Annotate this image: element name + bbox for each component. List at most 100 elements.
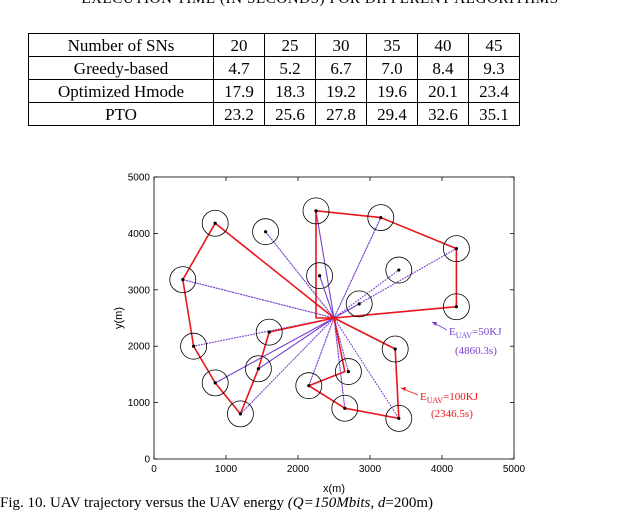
- table-cell: 9.3: [468, 56, 520, 80]
- sensor-coverage-circle: [180, 332, 208, 360]
- table-cell: 29.4: [366, 102, 418, 126]
- sensor-coverage-circle: [385, 256, 413, 284]
- table-caption: EXECUTION TIME (IN SECONDS) FOR DIFFEREN…: [0, 0, 640, 8]
- annotation-100kj: EUAV=100KJ (2346.5s): [400, 387, 479, 420]
- table-cell: 23.4: [468, 79, 520, 103]
- sensor-node: [343, 406, 347, 410]
- sensor-coverage-circle: [381, 335, 409, 363]
- sensor-node: [357, 302, 361, 306]
- sensor-coverage-circle: [442, 293, 470, 321]
- annotation-50kj-label: EUAV=50KJ: [449, 326, 502, 340]
- sensor-node: [454, 305, 458, 309]
- sensor-coverage-circle: [201, 369, 229, 397]
- table-row-label: Greedy-based: [28, 56, 214, 80]
- sensor-node: [454, 247, 458, 251]
- annotation-100kj-sub: UAV: [427, 396, 444, 405]
- sensors-layer: [169, 197, 470, 432]
- sensor-coverage-circle: [295, 372, 323, 400]
- sensor-node: [213, 221, 217, 225]
- table-cell: 17.9: [213, 79, 265, 103]
- table-header-cell: 40: [417, 33, 469, 57]
- table-cell: 23.2: [213, 102, 265, 126]
- sensor-coverage-circle: [252, 218, 280, 246]
- table-header-cell: 25: [264, 33, 316, 57]
- sensor-node: [181, 278, 185, 282]
- table-row-label: PTO: [28, 102, 214, 126]
- uav-trajectory-chart: 0 1000 2000 3000 4000 5000 0 1000 2000 3000 4000 50…: [113, 173, 526, 496]
- sensor-coverage-circle: [334, 358, 362, 385]
- figure-caption-prefix: Fig. 10. UAV trajectory versus the UAV e…: [0, 495, 288, 511]
- table-header-cell: 30: [315, 33, 367, 57]
- table-header-cell: Number of SNs: [28, 33, 214, 57]
- figure-caption: Fig. 10. UAV trajectory versus the UAV e…: [0, 495, 640, 512]
- table-cell: 18.3: [264, 79, 316, 103]
- table-cell: 4.7: [213, 56, 265, 80]
- table-cell: 27.8: [315, 102, 367, 126]
- execution-time-table: Number of SNs 20 25 30 35 40 45 Greedy-b…: [28, 33, 520, 126]
- sensor-node: [379, 216, 383, 220]
- sensor-coverage-circle: [244, 355, 272, 383]
- x-tick-label: 2000: [287, 464, 310, 475]
- x-axis-label: x(m): [323, 483, 345, 495]
- y-tick-label: 5000: [128, 173, 151, 184]
- table-header-row: Number of SNs 20 25 30 35 40 45: [28, 33, 520, 57]
- annotation-100kj-rest: =100KJ: [443, 391, 479, 403]
- y-tick-label: 1000: [128, 398, 151, 409]
- table-cell: 19.2: [315, 79, 367, 103]
- sensor-coverage-circle: [302, 197, 330, 225]
- annotation-50kj: EUAV=50KJ (4860.3s): [431, 321, 502, 357]
- sensor-coverage-circle: [201, 209, 229, 237]
- x-tick-label: 5000: [503, 464, 526, 475]
- table-row-label: Optimized Hmode: [28, 79, 214, 103]
- sensor-coverage-circle: [442, 235, 470, 263]
- sensor-node: [397, 416, 401, 420]
- annotation-50kj-arrowhead: [432, 322, 437, 326]
- y-tick-label: 0: [144, 455, 150, 466]
- x-tick-label: 4000: [431, 464, 454, 475]
- y-tick-label: 4000: [128, 229, 151, 240]
- axes-layer: 0 1000 2000 3000 4000 5000 0 1000 2000 3000 4000 50…: [128, 173, 526, 476]
- sensor-coverage-circle: [169, 266, 197, 294]
- sensor-node: [346, 369, 350, 374]
- table-cell: 8.4: [417, 56, 469, 80]
- annotation-100kj-time: (2346.5s): [431, 408, 473, 420]
- sensor-node: [192, 344, 196, 348]
- table-cell: 7.0: [366, 56, 418, 80]
- x-tick-label: 0: [151, 464, 157, 475]
- table-row: PTO 23.2 25.6 27.8 29.4 32.6 35.1: [28, 102, 520, 126]
- y-tick-label: 3000: [128, 285, 151, 296]
- table-row: Optimized Hmode 17.9 18.3 19.2 19.6 20.1…: [28, 79, 520, 103]
- annotation-100kj-e: E: [420, 391, 427, 403]
- table-cell: 32.6: [417, 102, 469, 126]
- annotation-50kj-time: (4860.3s): [455, 345, 497, 357]
- sensor-node: [213, 381, 217, 385]
- sensor-node: [307, 384, 311, 388]
- x-tick-label: 1000: [215, 464, 238, 475]
- table-cell: 25.6: [264, 102, 316, 126]
- annotation-50kj-rest: =50KJ: [472, 326, 502, 338]
- table-header-cell: 45: [468, 33, 520, 57]
- sensor-node: [267, 330, 271, 334]
- y-tick-label: 2000: [128, 342, 151, 353]
- table-cell: 19.6: [366, 79, 418, 103]
- sensor-node: [318, 274, 322, 278]
- sensor-node: [397, 268, 401, 272]
- y-axis-label: y(m): [113, 307, 125, 329]
- table-cell: 6.7: [315, 56, 367, 80]
- annotation-100kj-arrowhead: [401, 387, 406, 391]
- sensor-node: [314, 209, 318, 213]
- annotation-100kj-label: EUAV=100KJ: [420, 391, 479, 405]
- sensor-node: [238, 412, 242, 416]
- annotation-50kj-sub: UAV: [456, 331, 473, 340]
- sensor-coverage-circle: [367, 204, 395, 232]
- sensor-coverage-circle: [345, 290, 373, 318]
- table-header-cell: 20: [213, 33, 265, 57]
- sensor-coverage-circle: [226, 400, 254, 428]
- sensor-coverage-circle: [385, 404, 413, 432]
- sensor-node: [393, 347, 397, 351]
- sensor-node: [256, 367, 260, 371]
- sensor-node: [264, 230, 268, 234]
- table-header-cell: 35: [366, 33, 418, 57]
- table-cell: 5.2: [264, 56, 316, 80]
- sensor-coverage-circle: [306, 262, 334, 290]
